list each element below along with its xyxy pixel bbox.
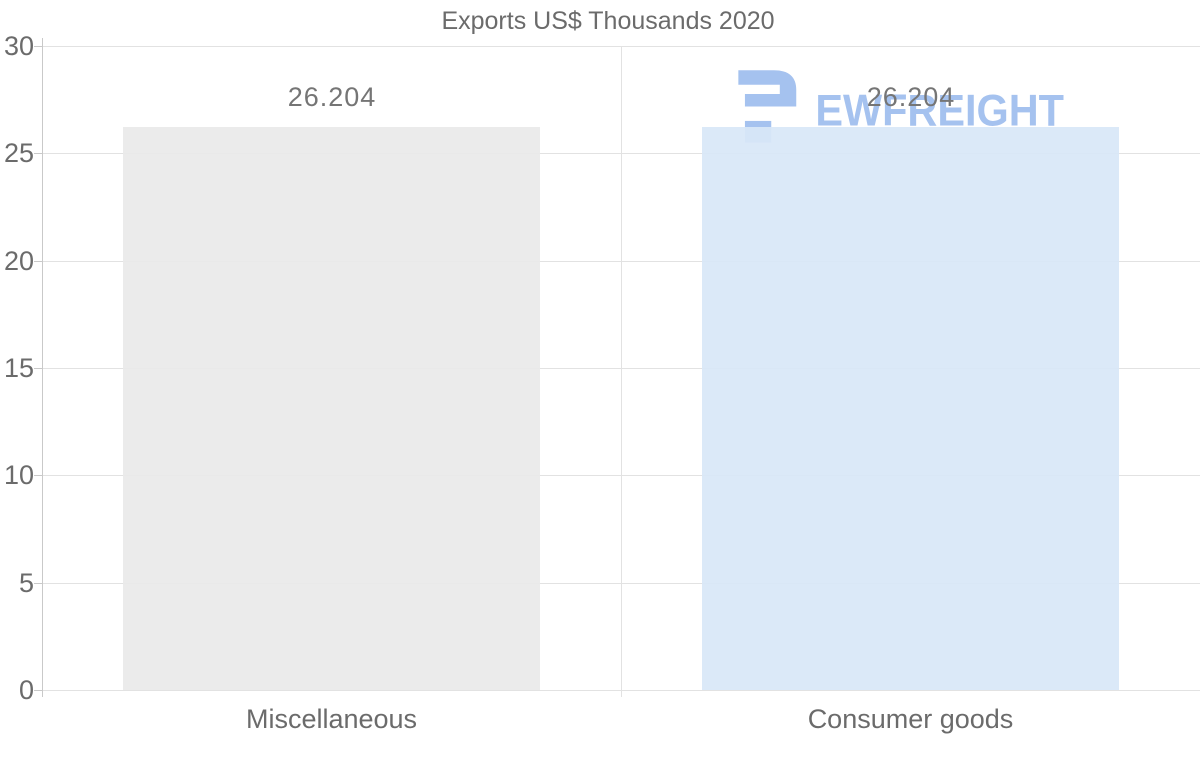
bar-value-label: 26.204	[866, 82, 956, 112]
y-tick	[34, 583, 42, 584]
y-tick-label: 20	[3, 246, 34, 276]
category-label-consumer-goods: Consumer goods	[807, 704, 1014, 734]
y-tick	[34, 153, 42, 154]
y-tick	[34, 475, 42, 476]
chart-title: Exports US$ Thousands 2020	[441, 7, 775, 35]
y-tick	[34, 690, 42, 691]
category-separator-line	[621, 46, 622, 697]
category-label-miscellaneous: Miscellaneous	[245, 704, 418, 734]
bar-miscellaneous[interactable]	[123, 127, 540, 690]
y-tick	[34, 261, 42, 262]
bar-consumer-goods[interactable]	[702, 127, 1119, 690]
y-tick-label: 30	[3, 31, 34, 61]
y-tick-label: 15	[3, 353, 34, 383]
bar-value-label: 26.204	[287, 82, 377, 112]
y-tick-label: 5	[18, 568, 34, 598]
y-tick	[34, 368, 42, 369]
y-tick-label: 0	[18, 675, 34, 705]
y-tick	[34, 46, 42, 47]
y-tick-label: 25	[3, 138, 34, 168]
y-axis-line	[42, 38, 43, 697]
y-tick-label: 10	[3, 460, 34, 490]
